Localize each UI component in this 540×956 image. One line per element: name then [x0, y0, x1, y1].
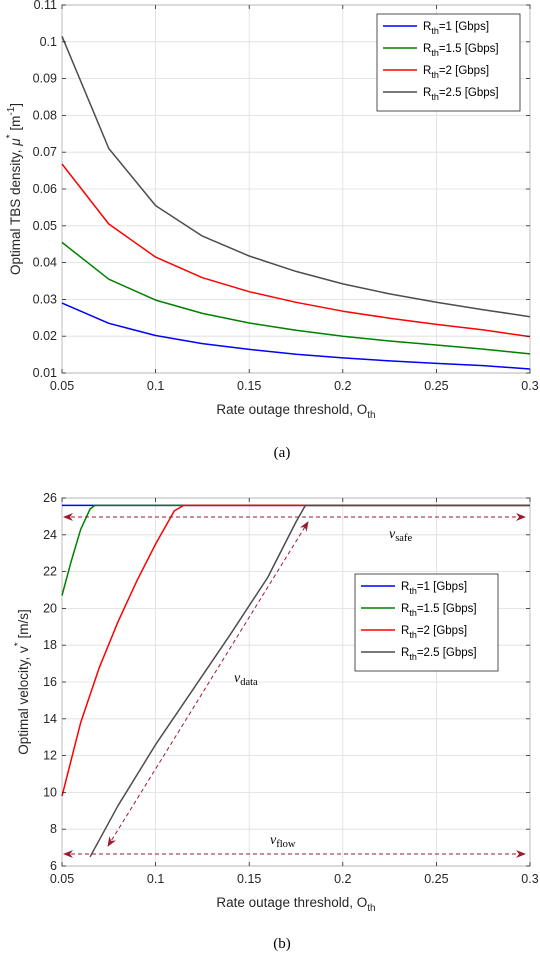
- y-tick-label: 0.06: [33, 182, 57, 196]
- annotation-arrows: [63, 513, 526, 858]
- series-line-a-4: [61, 36, 531, 318]
- y-tick-label: 6: [50, 859, 57, 873]
- series-line-a-2: [61, 241, 531, 355]
- y-tick-label: 0.09: [33, 72, 57, 86]
- x-tick-label: 0.05: [50, 872, 74, 886]
- legend-label: Rth=2 [Gbps]: [423, 65, 489, 80]
- legend-a: Rth=1 [Gbps] Rth=1.5 [Gbps] Rth=2 [Gbps] Rt…: [376, 13, 521, 112]
- legend-label: Rth=2.5 [Gbps]: [423, 87, 499, 102]
- x-ticks-a: 0.05 0.1 0.15 0.2 0.25 0.3: [50, 5, 539, 393]
- caption-a: (a): [274, 445, 291, 461]
- x-axis-label-b: Rate outage threshold, Oth: [216, 895, 375, 914]
- x-tick-label: 0.3: [521, 379, 538, 393]
- y-axis-label-b: Optimal velocity, v* [m/s]: [13, 609, 31, 754]
- data-velocity-arrow: [107, 521, 309, 847]
- y-tick-label: 0.02: [33, 329, 57, 343]
- x-tick-label: 0.1: [147, 872, 164, 886]
- y-tick-label: 18: [43, 638, 57, 652]
- y-tick-label: 12: [43, 749, 57, 763]
- y-tick-label: 10: [43, 785, 57, 799]
- y-tick-label: 16: [43, 675, 57, 689]
- y-tick-label: 22: [43, 565, 57, 579]
- chart-b: 0.05 0.1 0.15 0.2 0.25 0.3 6 8 10 12 14 16 18 20 22 24…: [13, 491, 539, 952]
- y-tick-label: 0.04: [33, 256, 57, 270]
- y-tick-label: 8: [50, 822, 57, 836]
- y-ticks-a: 0.01 0.02 0.03 0.04 0.05 0.06 0.07 0.08 0.09 0.1 0…: [33, 0, 530, 380]
- annotation-v-flow: vflow: [270, 833, 296, 850]
- grid-a: [61, 4, 531, 374]
- x-tick-label: 0.25: [424, 379, 448, 393]
- legend-box-b: [354, 573, 499, 672]
- x-tick-label: 0.3: [521, 872, 538, 886]
- x-axis-label-a: Rate outage threshold, Oth: [216, 402, 375, 421]
- x-tick-label: 0.15: [237, 872, 261, 886]
- chart-a: 0.05 0.1 0.15 0.2 0.25 0.3 0.010.020.030.040.…: [5, 0, 539, 461]
- y-tick-label: 0.01: [33, 366, 57, 380]
- y-tick-label: 14: [43, 712, 57, 726]
- legend-label: Rth=1.5 [Gbps]: [423, 43, 499, 58]
- y-axis-label-a: Optimal TBS density, μ* [m-1]: [5, 103, 23, 275]
- y-tick-label: 0.11: [34, 0, 57, 12]
- series-line-a-3: [61, 163, 531, 338]
- x-tick-label: 0.05: [50, 379, 74, 393]
- legend-label: Rth=1 [Gbps]: [401, 581, 467, 596]
- legend-box-a: [376, 13, 521, 112]
- legend-b: Rth=1 [Gbps] Rth=1.5 [Gbps] Rth=2 [Gbps] Rt…: [354, 573, 499, 672]
- series-line-a-1: [61, 302, 531, 370]
- y-tick-label: 0.07: [33, 145, 57, 159]
- y-tick-label: 24: [43, 528, 57, 542]
- annotation-v-safe: vsafe: [389, 527, 412, 544]
- annotation-v-data: vdata: [234, 671, 258, 688]
- legend-label: Rth=2.5 [Gbps]: [401, 647, 477, 662]
- y-tick-label: 26: [43, 491, 57, 505]
- y-tick-label: 20: [43, 601, 57, 615]
- legend-label: Rth=1.5 [Gbps]: [401, 603, 477, 618]
- x-ticks-b: 0.05 0.1 0.15 0.2 0.25 0.3: [50, 498, 539, 886]
- y-tick-label: 0.03: [33, 292, 57, 306]
- x-tick-label: 0.25: [424, 872, 448, 886]
- x-tick-label: 0.2: [334, 379, 351, 393]
- x-tick-label: 0.15: [237, 379, 261, 393]
- y-tick-label: 0.05: [33, 219, 57, 233]
- legend-label: Rth=2 [Gbps]: [401, 625, 467, 640]
- series-group-a: [61, 36, 531, 370]
- y-tick-label: 0.1: [40, 35, 57, 49]
- x-tick-label: 0.1: [147, 379, 164, 393]
- y-tick-label: 0.08: [33, 108, 57, 122]
- y-ticks-b: 6 8 10 12 14 16 18 20 22 24 26: [43, 491, 530, 873]
- x-tick-label: 0.2: [334, 872, 351, 886]
- caption-b: (b): [273, 936, 291, 952]
- legend-label: Rth=1 [Gbps]: [423, 21, 489, 36]
